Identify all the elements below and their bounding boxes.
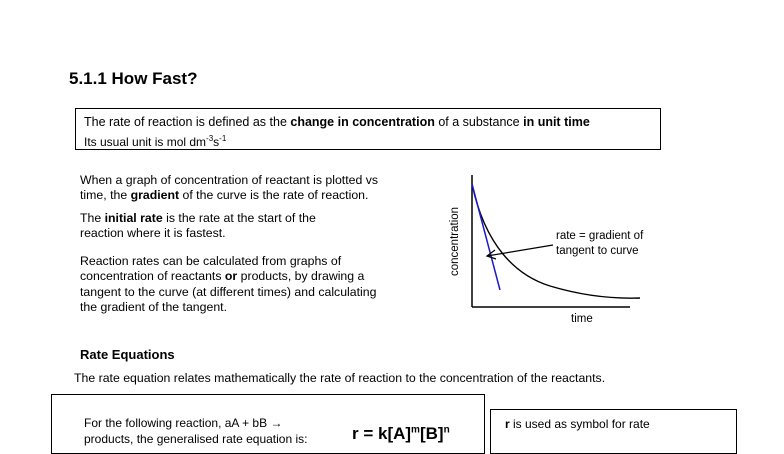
unit-text: Its usual unit is mol dm [84,135,207,149]
paragraph-tangent-line: tangent to the curve (at different times… [80,285,377,299]
section-intro: The rate equation relates mathematically… [74,371,606,385]
bold-or: or [224,269,238,283]
unit-exponent: -1 [219,134,227,143]
definition-line-2: Its usual unit is mol dm-3s-1 [84,134,226,149]
order-n: n [443,424,450,436]
definition-text: The rate of reaction is defined as the [84,115,291,129]
paragraph-tangent-line: concentration of reactants or products, … [80,269,364,284]
definition-bold-concentration: change in concentration [290,115,435,129]
paragraph-tangent-line: the gradient of the tangent. [80,300,227,314]
annotation-text: rate = gradient of [556,230,644,242]
paragraph-text: concentration of reactants [80,269,225,283]
y-axis-label: concentration [449,207,461,276]
bold-initial-rate: initial rate [104,211,163,225]
page-title: 5.1.1 How Fast? [69,69,198,88]
symbol-r: r [505,417,510,431]
definition-bold-time: in unit time [523,115,590,129]
paragraph-tangent-line: Reaction rates can be calculated from gr… [80,254,342,268]
bold-gradient: gradient [130,188,180,202]
tangent-line [471,183,501,291]
formula-part: r = k[A] [352,424,412,443]
reaction-box-line: For the following reaction, aA + bB → [84,416,283,430]
concentration-time-graph: rate = gradient of tangent to curve time… [449,175,644,325]
reaction-box-line: products, the generalised rate equation … [84,432,308,446]
concentration-curve [471,183,641,299]
paragraph-initial-rate-line: reaction where it is fastest. [80,226,226,240]
symbol-note-line: r is used as symbol for rate [505,417,650,431]
paragraph-text: is the rate at the start of the [162,211,316,225]
section-heading: Rate Equations [80,347,175,362]
order-m: m [411,424,420,436]
paragraph-gradient-line: time, the gradient of the curve is the r… [80,188,368,203]
formula-part: [B] [419,424,444,443]
definition-text: of a substance [434,115,524,129]
annotation-arrow [486,244,554,257]
paragraph-gradient-line: When a graph of concentration of reactan… [80,173,379,187]
annotation-text: tangent to curve [556,245,638,257]
paragraph-text: of the curve is the rate of reaction. [179,188,369,202]
x-axis-label: time [571,313,593,325]
definition-line-1: The rate of reaction is defined as the c… [84,115,590,129]
paragraph-text: The [80,211,105,225]
unit-text: s [213,135,220,149]
arrow-head [485,249,497,260]
unit-exponent: -3 [206,134,214,143]
paragraph-initial-rate-line: The initial rate is the rate at the star… [80,211,316,226]
symbol-note-box [490,409,737,454]
rate-equation-formula: r = k[A]m[B]n [352,424,450,444]
symbol-note-text: is used as symbol for rate [509,417,650,431]
paragraph-text: products, by drawing a [237,269,365,283]
definition-box [75,108,661,150]
paragraph-text: time, the [80,188,131,202]
